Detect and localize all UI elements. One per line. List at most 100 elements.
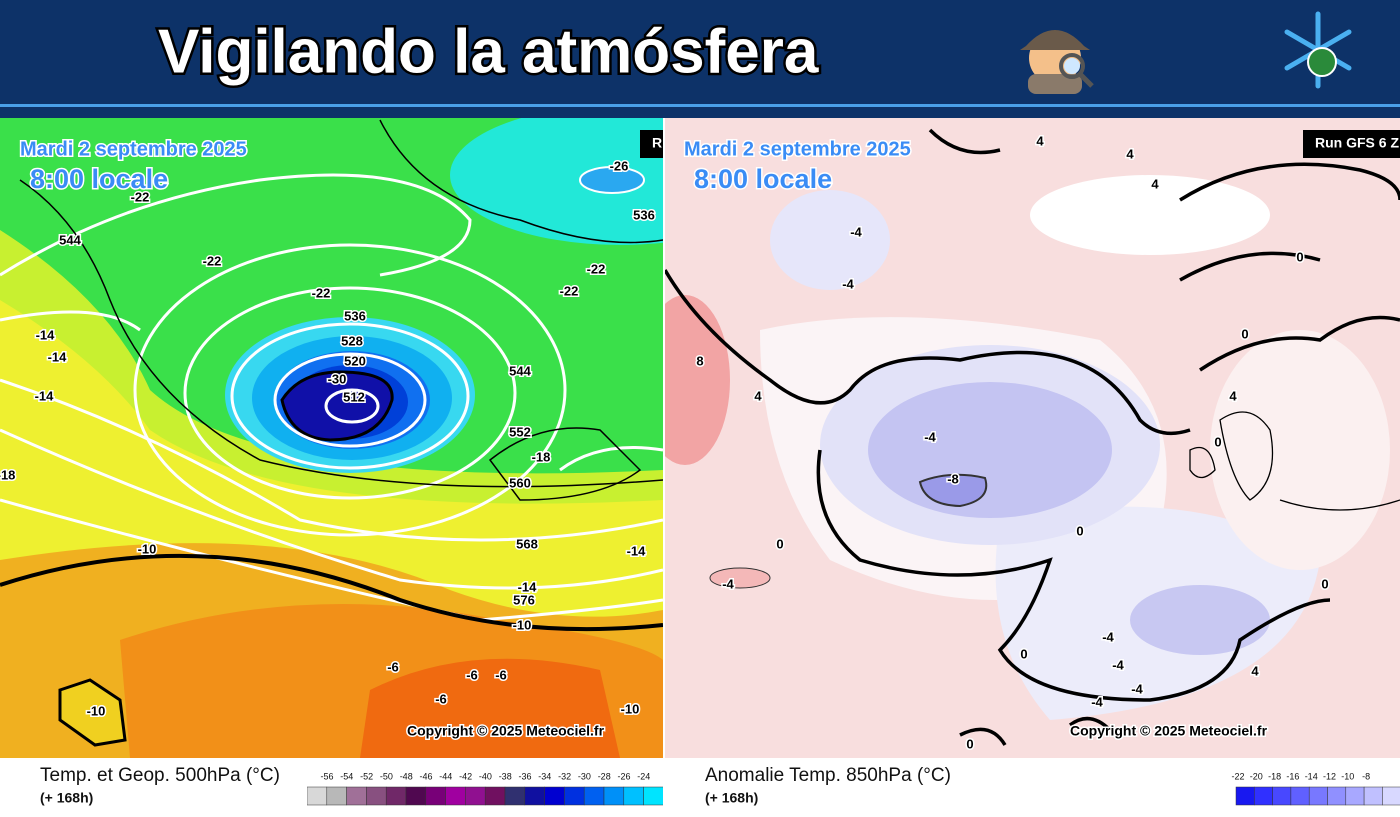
contour-label: 0 bbox=[1020, 646, 1027, 661]
color-swatch bbox=[346, 786, 367, 806]
color-swatch bbox=[1235, 786, 1255, 806]
caption: Anomalie Temp. 850hPa (°C) bbox=[705, 765, 951, 786]
colorbar-label: -16 bbox=[1286, 771, 1299, 781]
contour-label: -4 bbox=[924, 429, 936, 444]
color-swatch bbox=[663, 787, 683, 805]
color-swatch bbox=[1363, 786, 1383, 806]
color-swatch bbox=[564, 786, 585, 806]
color-swatch bbox=[504, 786, 526, 806]
contour-label: 0 bbox=[966, 736, 973, 751]
contour-label: 544 bbox=[59, 232, 81, 247]
contour-label: -4 bbox=[1112, 657, 1124, 672]
color-swatch bbox=[425, 786, 446, 806]
contour-label: 536 bbox=[633, 207, 655, 222]
contour-label: 568 bbox=[516, 536, 538, 551]
color-swatch bbox=[1382, 786, 1400, 806]
contour-label: -8 bbox=[947, 471, 959, 486]
contour-label: -14 bbox=[627, 543, 647, 558]
contour-label: -4 bbox=[722, 576, 734, 591]
header-bar bbox=[0, 0, 1400, 104]
colorbar-label: -46 bbox=[419, 771, 432, 781]
contour-label: 4 bbox=[1251, 663, 1259, 678]
colorbar-label: -44 bbox=[439, 771, 452, 781]
time: 8:00 locale bbox=[30, 164, 168, 194]
colorbar-label: -42 bbox=[459, 771, 472, 781]
color-swatch bbox=[1254, 786, 1273, 806]
contour-label: 520 bbox=[344, 353, 366, 368]
contour-label: 8 bbox=[696, 353, 703, 368]
colorbar-label: -40 bbox=[479, 771, 492, 781]
header-title: Vigilando la atmósfera bbox=[158, 17, 819, 86]
copyright: Copyright © 2025 Meteociel.fr bbox=[1070, 723, 1268, 739]
contour-label: -4 bbox=[1131, 681, 1143, 696]
color-swatch bbox=[603, 786, 625, 806]
color-swatch bbox=[307, 786, 328, 806]
color-swatch bbox=[1345, 786, 1365, 806]
color-swatch bbox=[623, 786, 644, 806]
contour-label: 0 bbox=[1241, 326, 1248, 341]
colorbar-label: -10 bbox=[1341, 771, 1354, 781]
run-label: R bbox=[652, 135, 662, 151]
contour-label: 4 bbox=[754, 388, 762, 403]
color-swatch bbox=[643, 786, 663, 806]
contour-label: -6 bbox=[466, 667, 478, 682]
contour-label: -10 bbox=[621, 701, 640, 716]
color-swatch bbox=[1327, 786, 1347, 806]
colorbar-label: -54 bbox=[340, 771, 353, 781]
copyright: Copyright © 2025 Meteociel.fr bbox=[407, 723, 605, 739]
contour-label: 512 bbox=[343, 389, 365, 404]
colorbar bbox=[1235, 786, 1400, 806]
contour-label: -18 bbox=[0, 467, 15, 482]
color-swatch bbox=[544, 786, 565, 806]
caption: Temp. et Geop. 500hPa (°C) bbox=[40, 765, 280, 786]
colorbar-label: -26 bbox=[617, 771, 630, 781]
contour-label: 4 bbox=[1151, 176, 1159, 191]
color-swatch bbox=[484, 786, 506, 806]
colorbar-label: -56 bbox=[320, 771, 333, 781]
contour-label: -10 bbox=[87, 703, 106, 718]
color-swatch bbox=[524, 786, 545, 806]
contour-label: -22 bbox=[131, 189, 150, 204]
contour-label: -10 bbox=[138, 541, 157, 556]
color-swatch bbox=[583, 786, 605, 806]
header-strip bbox=[0, 107, 1400, 118]
color-swatch bbox=[465, 786, 486, 806]
contour-label: -6 bbox=[435, 691, 447, 706]
color-swatch bbox=[366, 786, 387, 806]
contour-label: 552 bbox=[509, 424, 531, 439]
contour-label: 544 bbox=[509, 363, 531, 378]
right-map: Run GFS 6 Z Mardi 2 septembre 2025 8:00 … bbox=[665, 118, 1400, 758]
contour-label: -10 bbox=[513, 617, 532, 632]
contour-label: -14 bbox=[35, 388, 55, 403]
contour-label: -22 bbox=[312, 285, 331, 300]
snowflake-icon bbox=[1284, 11, 1352, 89]
color-swatch bbox=[445, 786, 466, 806]
contour-label: -14 bbox=[518, 579, 538, 594]
contour-label: -4 bbox=[1102, 629, 1114, 644]
colorbar-label: -48 bbox=[400, 771, 413, 781]
run-label: Run GFS 6 Z bbox=[1315, 135, 1399, 151]
color-swatch bbox=[1290, 786, 1310, 806]
colorbar-label: -36 bbox=[518, 771, 531, 781]
date: Mardi 2 septembre 2025 bbox=[20, 138, 247, 160]
color-swatch bbox=[326, 786, 347, 806]
colorbar bbox=[307, 786, 683, 806]
colorbar-label: -8 bbox=[1362, 771, 1370, 781]
header-line bbox=[0, 104, 1400, 107]
time: 8:00 locale bbox=[694, 164, 832, 194]
contour-label: -4 bbox=[850, 224, 862, 239]
colorbar-label: -34 bbox=[538, 771, 551, 781]
contour-label: -26 bbox=[610, 158, 629, 173]
contour-label: 0 bbox=[1296, 249, 1303, 264]
contour-label: 528 bbox=[341, 333, 363, 348]
contour-label: -14 bbox=[36, 327, 56, 342]
colorbar-label: -38 bbox=[499, 771, 512, 781]
colorbar-label: -52 bbox=[360, 771, 373, 781]
color-swatch bbox=[1308, 786, 1328, 806]
contour-label: 4 bbox=[1036, 133, 1044, 148]
contour-label: 0 bbox=[1214, 434, 1221, 449]
colorbar-label: -50 bbox=[380, 771, 393, 781]
contour-label: -30 bbox=[328, 371, 347, 386]
contour-label: -6 bbox=[495, 667, 507, 682]
